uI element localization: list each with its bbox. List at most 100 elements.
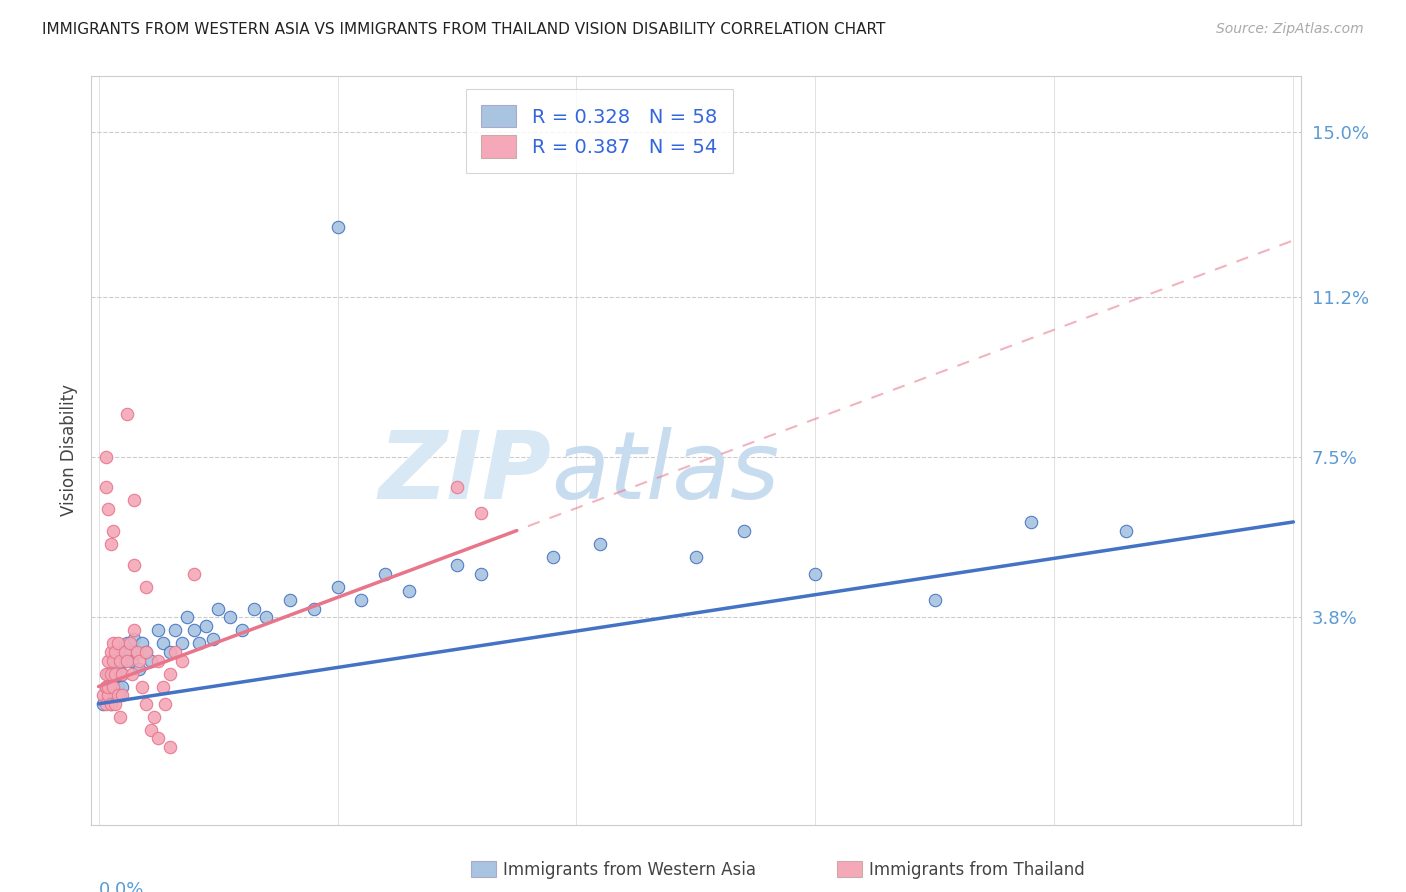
Point <box>101 666 124 681</box>
Point <box>163 624 186 638</box>
Point <box>326 580 349 594</box>
Point <box>924 593 946 607</box>
Point <box>118 645 141 659</box>
Point <box>187 636 209 650</box>
Point <box>97 666 120 681</box>
Point <box>101 653 124 667</box>
Point <box>163 645 186 659</box>
Point <box>101 688 124 702</box>
Point <box>159 666 181 681</box>
Point <box>183 624 205 638</box>
Point <box>142 710 165 724</box>
Point <box>302 601 325 615</box>
Point <box>97 653 120 667</box>
Point <box>152 680 174 694</box>
Point <box>104 697 127 711</box>
Point <box>1019 515 1042 529</box>
Y-axis label: Vision Disability: Vision Disability <box>59 384 77 516</box>
Point <box>94 450 117 464</box>
Point <box>104 653 127 667</box>
Point <box>207 601 229 615</box>
Point <box>115 407 138 421</box>
Point <box>733 524 755 538</box>
Point <box>104 645 127 659</box>
Point <box>97 688 120 702</box>
Point <box>128 653 150 667</box>
Point <box>100 645 122 659</box>
Point <box>124 632 146 646</box>
Point <box>97 688 120 702</box>
Point <box>128 662 150 676</box>
Point <box>243 601 266 615</box>
Point <box>135 697 157 711</box>
Point <box>100 536 122 550</box>
Point <box>183 566 205 581</box>
Point <box>101 680 124 694</box>
Point <box>326 220 349 235</box>
Point <box>176 610 198 624</box>
Point <box>398 584 420 599</box>
Point <box>94 680 117 694</box>
Point <box>108 688 131 702</box>
Point <box>231 624 253 638</box>
Point <box>100 680 122 694</box>
Point <box>124 493 146 508</box>
Point <box>108 653 131 667</box>
Point <box>124 558 146 573</box>
Point <box>685 549 707 564</box>
Point <box>350 593 373 607</box>
Point <box>470 506 492 520</box>
Point <box>100 666 122 681</box>
Point <box>97 680 120 694</box>
Point <box>107 636 129 650</box>
Point <box>139 653 162 667</box>
Point <box>131 680 153 694</box>
Point <box>446 558 468 573</box>
Point <box>135 645 157 659</box>
Text: Immigrants from Western Asia: Immigrants from Western Asia <box>503 861 756 879</box>
Point <box>94 680 117 694</box>
Point <box>219 610 242 624</box>
Point <box>135 645 157 659</box>
Text: ZIP: ZIP <box>378 427 551 519</box>
Point <box>121 666 143 681</box>
Point <box>100 697 122 711</box>
Point <box>159 740 181 755</box>
Point <box>97 502 120 516</box>
Point <box>589 536 612 550</box>
Point <box>131 636 153 650</box>
Point <box>115 653 138 667</box>
Point <box>111 680 134 694</box>
Point <box>107 662 129 676</box>
Point <box>278 593 301 607</box>
Text: 0.0%: 0.0% <box>98 881 143 892</box>
Point <box>111 666 134 681</box>
Legend: R = 0.328   N = 58, R = 0.387   N = 54: R = 0.328 N = 58, R = 0.387 N = 54 <box>465 89 733 173</box>
Point <box>135 580 157 594</box>
Point <box>172 653 194 667</box>
Point <box>101 636 124 650</box>
Point <box>108 710 131 724</box>
Point <box>94 697 117 711</box>
Point <box>195 619 218 633</box>
Point <box>125 645 148 659</box>
Point <box>159 645 181 659</box>
Point <box>91 688 114 702</box>
Point <box>125 645 148 659</box>
Text: atlas: atlas <box>551 427 779 518</box>
Point <box>202 632 225 646</box>
Point <box>114 645 136 659</box>
Point <box>470 566 492 581</box>
Point <box>111 666 134 681</box>
Point <box>148 653 170 667</box>
Point <box>111 688 134 702</box>
Point <box>107 680 129 694</box>
Point <box>139 723 162 737</box>
Point <box>541 549 564 564</box>
Point <box>121 653 143 667</box>
Point <box>115 636 138 650</box>
Point <box>148 731 170 746</box>
Text: Immigrants from Thailand: Immigrants from Thailand <box>869 861 1084 879</box>
Point <box>104 666 127 681</box>
Text: IMMIGRANTS FROM WESTERN ASIA VS IMMIGRANTS FROM THAILAND VISION DISABILITY CORRE: IMMIGRANTS FROM WESTERN ASIA VS IMMIGRAN… <box>42 22 886 37</box>
